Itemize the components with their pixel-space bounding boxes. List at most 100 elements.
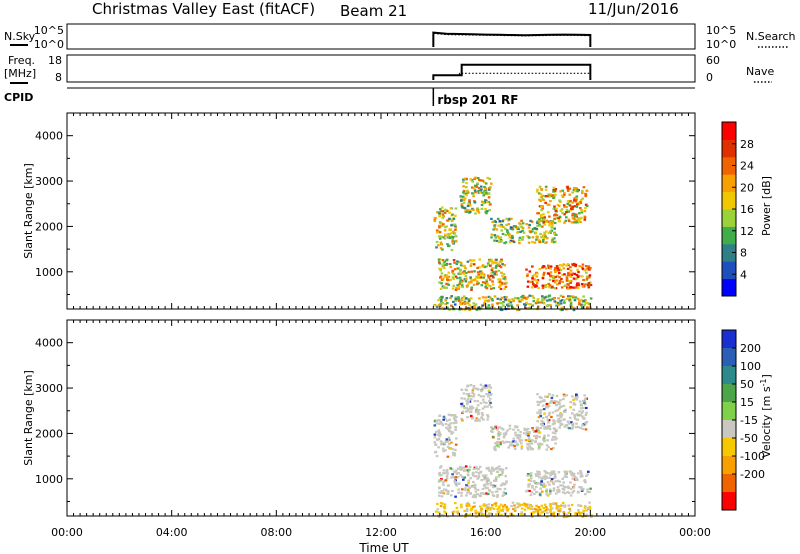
scatter-cell	[539, 193, 543, 196]
scatter-cell	[440, 491, 443, 494]
scatter-cell	[439, 466, 442, 469]
scatter-cell	[539, 411, 542, 414]
colorbar-tick-label: 16	[740, 203, 754, 216]
scatter-cell	[542, 438, 545, 441]
scatter-cell	[501, 440, 504, 443]
scatter-cell	[489, 508, 492, 511]
scatter-cell	[563, 492, 567, 495]
scatter-cell	[500, 239, 503, 243]
freq-panel-frame	[66, 54, 696, 83]
scatter-cell	[474, 184, 477, 187]
scatter-cell	[470, 288, 473, 291]
scatter-cell	[512, 225, 516, 228]
colorbar-swatch	[722, 156, 736, 175]
scatter-cell	[489, 274, 493, 277]
scatter-cell	[491, 466, 494, 469]
scatter-cell	[436, 438, 439, 441]
scatter-cell	[572, 489, 576, 492]
scatter-cell	[572, 199, 576, 202]
scatter-cell	[563, 193, 566, 196]
scatter-cell	[568, 201, 571, 204]
scatter-cell	[492, 469, 495, 472]
scatter-cell	[496, 444, 499, 447]
scatter-cell	[575, 219, 579, 222]
scatter-cell	[468, 486, 471, 489]
scatter-cell	[476, 177, 480, 180]
scatter-cell	[565, 216, 568, 219]
scatter-cell	[576, 395, 579, 398]
scatter-cell	[516, 436, 519, 439]
scatter-cell	[553, 221, 557, 225]
scatter-cell	[501, 494, 504, 497]
scatter-cell	[573, 272, 577, 275]
scatter-cell	[482, 401, 486, 404]
scatter-cell	[518, 435, 522, 438]
scatter-cell	[459, 261, 463, 264]
scatter-cell	[466, 488, 470, 491]
scatter-cell	[567, 218, 571, 221]
scatter-cell	[438, 296, 442, 300]
scatter-cell	[479, 492, 483, 495]
scatter-cell	[551, 394, 555, 397]
scatter-cell	[549, 474, 552, 477]
scatter-cell	[480, 412, 484, 415]
scatter-cell	[477, 409, 480, 412]
scatter-cell	[558, 419, 561, 422]
y-tick-label: 3000	[35, 175, 63, 188]
scatter-cell	[487, 200, 491, 204]
scatter-cell	[532, 282, 535, 286]
scatter-cell	[528, 431, 531, 434]
scatter-cell	[526, 446, 529, 449]
scatter-cell	[582, 295, 585, 298]
scatter-cell	[549, 298, 552, 301]
y-tick-label: 2000	[35, 427, 63, 440]
scatter-cell	[568, 272, 572, 275]
scatter-cell	[492, 507, 496, 510]
scatter-cell	[452, 224, 455, 227]
scatter-cell	[448, 447, 452, 450]
scatter-cell	[575, 215, 578, 218]
scatter-cell	[485, 467, 488, 470]
scatter-cell	[550, 396, 554, 399]
scatter-cell	[492, 276, 495, 279]
scatter-cell	[583, 301, 587, 304]
scatter-cell	[463, 476, 467, 479]
scatter-cell	[546, 481, 550, 484]
scatter-cell	[578, 486, 581, 489]
scatter-cell	[572, 309, 576, 312]
scatter-cell	[488, 397, 492, 400]
scatter-cell	[463, 177, 467, 180]
scatter-cell	[439, 208, 442, 211]
scatter-cell	[476, 404, 480, 407]
scatter-cell	[496, 426, 499, 429]
scatter-cell	[529, 507, 533, 510]
scatter-cell	[445, 282, 448, 285]
power-panel-frame	[66, 112, 696, 310]
scatter-cell	[558, 407, 561, 410]
scatter-cell	[507, 223, 511, 226]
scatter-cell	[549, 401, 552, 404]
scatter-cell	[453, 303, 457, 306]
scatter-cell	[548, 215, 551, 218]
scatter-cell	[460, 503, 463, 506]
scatter-cell	[467, 299, 471, 303]
scatter-cell	[498, 264, 501, 267]
colorbar-tick-label: 100	[740, 360, 761, 373]
scatter-cell	[575, 273, 579, 277]
scatter-cell	[484, 182, 488, 185]
scatter-cell	[467, 503, 471, 506]
scatter-cell	[471, 417, 474, 420]
scatter-cell	[504, 227, 507, 230]
scatter-cell	[543, 440, 546, 443]
scatter-cell	[556, 409, 560, 412]
scatter-cell	[534, 441, 537, 444]
scatter-cell	[517, 227, 520, 231]
scatter-cell	[496, 487, 500, 490]
scatter-cell	[573, 397, 577, 400]
scatter-cell	[454, 448, 457, 451]
scatter-cell	[477, 211, 481, 214]
scatter-cell	[465, 494, 468, 497]
scatter-cell	[564, 515, 568, 518]
scatter-cell	[546, 511, 549, 514]
scatter-cell	[521, 227, 525, 230]
